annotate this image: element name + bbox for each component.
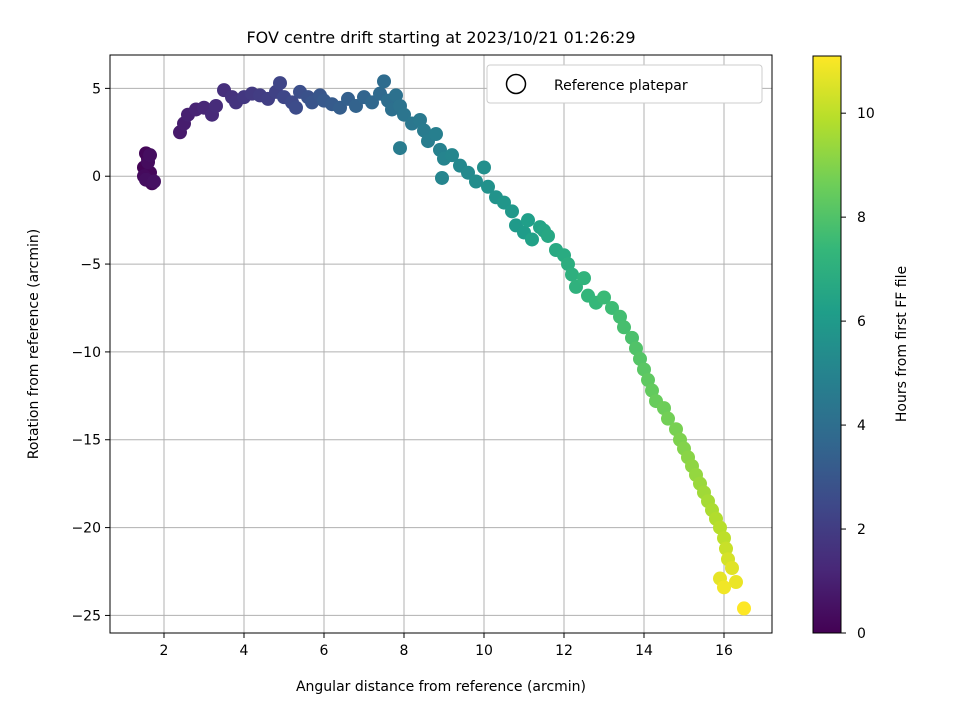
- x-tick-label: 2: [160, 643, 169, 659]
- legend-entry-reference-platepar: Reference platepar: [554, 78, 688, 94]
- data-point: [657, 401, 671, 416]
- data-point: [565, 267, 579, 282]
- chart-title: FOV centre drift starting at 2023/10/21 …: [246, 28, 635, 47]
- data-point: [505, 204, 519, 219]
- x-tick-label: 6: [320, 643, 329, 659]
- data-point: [737, 601, 751, 616]
- scatter-points: [137, 74, 751, 616]
- data-point: [645, 383, 659, 398]
- data-point: [521, 213, 535, 228]
- data-point: [729, 575, 743, 590]
- x-tick-label: 4: [240, 643, 249, 659]
- data-point: [429, 127, 443, 142]
- data-point: [717, 580, 731, 595]
- x-axis-ticks: 2 4 6 8 10 12 14 16: [160, 633, 733, 659]
- data-point: [597, 290, 611, 305]
- data-point: [661, 411, 675, 426]
- data-point: [637, 362, 651, 377]
- colorbar-label: Hours from first FF file: [894, 266, 910, 422]
- plot-frame-background: [110, 55, 772, 633]
- colorbar: 0 2 4 6 8 10 Hours from first FF file: [812, 55, 910, 642]
- x-tick-label: 8: [400, 643, 409, 659]
- y-axis-label: Rotation from reference (arcmin): [26, 229, 42, 459]
- data-point: [525, 232, 539, 247]
- data-point: [633, 351, 647, 366]
- data-point: [629, 341, 643, 356]
- data-point: [143, 148, 157, 163]
- data-point: [641, 373, 655, 388]
- colorbar-tick-label: 6: [857, 314, 866, 330]
- colorbar-tick-label: 10: [857, 106, 875, 122]
- data-point: [147, 174, 161, 189]
- plot-frame: [109, 54, 773, 634]
- data-point: [625, 330, 639, 345]
- data-point: [435, 170, 449, 185]
- data-point: [393, 141, 407, 156]
- x-axis-label: Angular distance from reference (arcmin): [296, 679, 586, 695]
- data-point: [477, 160, 491, 175]
- y-tick-label: −15: [71, 433, 101, 449]
- data-point: [481, 179, 495, 194]
- y-tick-label: 0: [92, 169, 101, 185]
- data-point: [389, 88, 403, 103]
- data-point: [719, 541, 733, 556]
- data-point: [669, 422, 683, 437]
- colorbar-tick-label: 2: [857, 522, 866, 538]
- x-tick-label: 12: [555, 643, 573, 659]
- grid-lines: [110, 55, 772, 633]
- data-point: [377, 74, 391, 89]
- plot-area: 2 4 6 8 10 12 14 16 5 0 −5 −10 −15 −20 −25: [71, 54, 773, 659]
- y-tick-label: −20: [71, 521, 101, 537]
- data-point: [417, 123, 431, 138]
- y-tick-label: −25: [71, 608, 101, 624]
- y-tick-label: −10: [71, 345, 101, 361]
- data-point: [613, 309, 627, 324]
- data-point: [469, 174, 483, 189]
- colorbar-tick-label: 8: [857, 210, 866, 226]
- data-point: [445, 148, 459, 163]
- y-tick-label: 5: [92, 81, 101, 97]
- x-tick-label: 14: [635, 643, 653, 659]
- colorbar-gradient: [812, 55, 842, 634]
- legend-marker-circle: [505, 73, 527, 95]
- data-point: [413, 113, 427, 128]
- y-tick-label: −5: [80, 257, 101, 273]
- x-tick-label: 16: [715, 643, 733, 659]
- colorbar-tick-label: 4: [857, 418, 866, 434]
- data-point: [713, 520, 727, 535]
- data-point: [561, 257, 575, 272]
- legend-box: [486, 64, 763, 104]
- data-point: [717, 531, 731, 546]
- data-point: [577, 271, 591, 286]
- data-point: [725, 560, 739, 575]
- x-tick-label: 10: [475, 643, 493, 659]
- y-axis-ticks: 5 0 −5 −10 −15 −20 −25: [71, 81, 110, 624]
- colorbar-ticks: 0 2 4 6 8 10: [841, 106, 875, 642]
- data-point: [617, 320, 631, 335]
- data-point: [289, 100, 303, 115]
- data-point: [273, 76, 287, 91]
- data-point: [209, 98, 223, 113]
- data-point: [541, 228, 555, 243]
- colorbar-tick-label: 0: [857, 626, 866, 642]
- legend: Reference platepar: [486, 64, 763, 104]
